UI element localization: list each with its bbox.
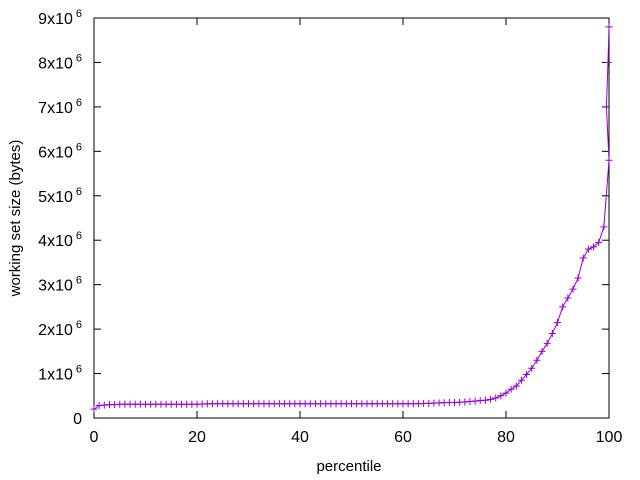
y-tick-label-exponent: 6 [76,319,82,331]
data-point-marker [502,389,510,397]
data-point-marker [523,370,531,378]
data-point-marker [543,339,551,347]
y-tick-label-base: 8x10 [38,55,73,72]
data-point-marker [559,303,567,311]
y-axis-label: working set size (bytes) [7,140,24,298]
y-tick-label-exponent: 6 [76,97,82,109]
data-point-marker [602,103,610,111]
series-markers [90,23,613,413]
y-tick-label-exponent: 6 [76,141,82,153]
data-point-marker [579,254,587,262]
y-tick-label-base: 5x10 [38,189,73,206]
data-point-marker [90,405,98,413]
data-point-marker [492,394,500,402]
y-tick-label: 9x10 6 [38,8,82,28]
data-point-marker [574,274,582,282]
x-tick-label: 20 [188,429,206,446]
y-tick-label-base: 9x10 [38,11,73,28]
y-tick-label: 5x10 6 [38,186,82,206]
y-tick-label-exponent: 6 [76,364,82,376]
y-tick-label-exponent: 6 [76,230,82,242]
y-tick-label-exponent: 6 [76,186,82,198]
plot-frame [93,17,610,419]
x-axis-label: percentile [316,458,381,475]
data-point-marker [533,356,541,364]
y-tick-label: 7x10 6 [38,97,82,117]
data-point-marker [600,223,608,231]
y-tick-label: 8x10 6 [38,52,82,72]
data-point-marker [497,392,505,400]
y-tick-label-base: 3x10 [38,278,73,295]
y-tick-label-exponent: 6 [76,52,82,64]
x-tick-label: 40 [291,429,309,446]
x-axis-ticks: 0 20 40 60 80 100 [90,18,623,446]
y-tick-label-exponent: 6 [76,8,82,20]
y-tick-label: 2x10 6 [38,319,82,339]
y-tick-label-exponent: 6 [76,275,82,287]
x-tick-label: 80 [497,429,515,446]
data-point-marker [517,376,525,384]
y-tick-label-base: 4x10 [38,233,73,250]
y-tick-label: 4x10 6 [38,230,82,250]
y-tick-label: 0 [73,411,82,428]
data-point-marker [564,294,572,302]
data-point-marker [595,238,603,246]
x-tick-label: 60 [394,429,412,446]
data-point-marker [507,385,515,393]
data-point-marker [487,395,495,403]
x-tick-label: 100 [596,429,623,446]
y-tick-label: 1x10 6 [38,364,82,384]
y-tick-label-base: 7x10 [38,100,73,117]
y-tick-label-base: 1x10 [38,367,73,384]
data-point-marker [481,396,489,404]
data-point-marker [512,382,520,390]
data-point-marker [569,285,577,293]
y-tick-label: 3x10 6 [38,275,82,295]
data-point-marker [604,58,612,66]
data-point-marker [605,156,613,164]
data-point-marker [538,347,546,355]
y-tick-label-base: 6x10 [38,144,73,161]
y-tick-label: 6x10 6 [38,141,82,161]
data-point-marker [605,23,613,31]
data-point-marker [590,243,598,251]
data-point-marker [528,364,536,372]
x-tick-label: 0 [90,429,99,446]
series-line [93,26,610,410]
data-point-marker [584,245,592,253]
data-point-marker [554,318,561,326]
data-point-marker [548,330,556,338]
y-tick-label-base: 2x10 [38,322,73,339]
